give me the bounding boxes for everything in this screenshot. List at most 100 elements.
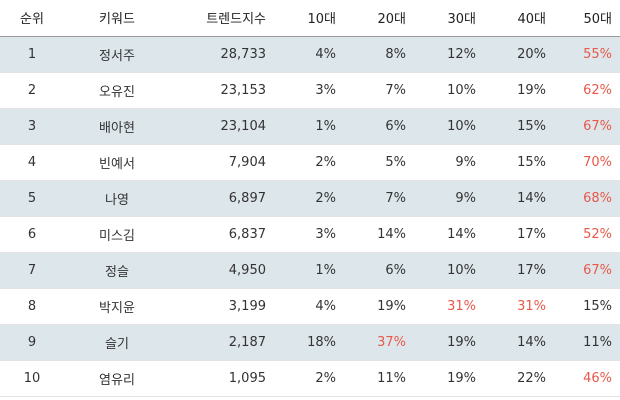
table-row: 3 배아현 23,104 1% 6% 10% 15% 67% (0, 108, 620, 145)
age-50-cell: 67% (554, 108, 620, 145)
age-50-cell: 68% (554, 180, 620, 217)
age-30-cell: 9% (414, 180, 484, 217)
age-20-cell: 8% (344, 36, 414, 73)
age-30-cell: 10% (414, 72, 484, 109)
table-row: 7 정슬 4,950 1% 6% 10% 17% 67% (0, 252, 620, 289)
age-10-cell: 1% (274, 252, 344, 289)
trend-index-cell: 2,187 (170, 324, 274, 361)
age-20-cell: 7% (344, 72, 414, 109)
keyword-cell: 염유리 (64, 360, 170, 397)
table-row: 6 미스김 6,837 3% 14% 14% 17% 52% (0, 216, 620, 253)
age-50-cell: 46% (554, 360, 620, 397)
trend-index-cell: 28,733 (170, 36, 274, 73)
age-30-cell: 10% (414, 252, 484, 289)
age-20-cell: 37% (344, 324, 414, 361)
table-row: 10 염유리 1,095 2% 11% 19% 22% 46% (0, 360, 620, 397)
trend-index-cell: 4,950 (170, 252, 274, 289)
age-30-cell: 19% (414, 360, 484, 397)
age-20-cell: 6% (344, 252, 414, 289)
age-10-cell: 3% (274, 216, 344, 253)
keyword-cell: 배아현 (64, 108, 170, 145)
trend-index-cell: 3,199 (170, 288, 274, 325)
age-30-cell: 14% (414, 216, 484, 253)
header-age-30: 30대 (414, 0, 484, 37)
table-row: 8 박지윤 3,199 4% 19% 31% 31% 15% (0, 288, 620, 325)
age-50-cell: 67% (554, 252, 620, 289)
age-10-cell: 2% (274, 144, 344, 181)
table-row: 4 빈예서 7,904 2% 5% 9% 15% 70% (0, 144, 620, 181)
age-10-cell: 1% (274, 108, 344, 145)
header-age-10: 10대 (274, 0, 344, 37)
age-40-cell: 19% (484, 72, 554, 109)
table-row: 1 정서주 28,733 4% 8% 12% 20% 55% (0, 36, 620, 73)
keyword-cell: 정슬 (64, 252, 170, 289)
age-40-cell: 31% (484, 288, 554, 325)
rank-cell: 7 (0, 252, 64, 289)
header-age-50: 50대 (554, 0, 620, 37)
keyword-cell: 나영 (64, 180, 170, 217)
age-40-cell: 17% (484, 216, 554, 253)
table-row: 9 슬기 2,187 18% 37% 19% 14% 11% (0, 324, 620, 361)
rank-cell: 4 (0, 144, 64, 181)
age-20-cell: 5% (344, 144, 414, 181)
table-row: 5 나영 6,897 2% 7% 9% 14% 68% (0, 180, 620, 217)
rank-cell: 5 (0, 180, 64, 217)
header-keyword: 키워드 (64, 0, 170, 37)
age-20-cell: 19% (344, 288, 414, 325)
age-10-cell: 2% (274, 180, 344, 217)
age-20-cell: 14% (344, 216, 414, 253)
age-30-cell: 19% (414, 324, 484, 361)
table-row: 2 오유진 23,153 3% 7% 10% 19% 62% (0, 72, 620, 109)
age-20-cell: 11% (344, 360, 414, 397)
age-30-cell: 9% (414, 144, 484, 181)
age-40-cell: 22% (484, 360, 554, 397)
header-age-20: 20대 (344, 0, 414, 37)
rank-cell: 6 (0, 216, 64, 253)
header-rank: 순위 (0, 0, 64, 37)
age-30-cell: 31% (414, 288, 484, 325)
rank-cell: 8 (0, 288, 64, 325)
age-40-cell: 14% (484, 180, 554, 217)
age-50-cell: 55% (554, 36, 620, 73)
keyword-cell: 빈예서 (64, 144, 170, 181)
rank-cell: 2 (0, 72, 64, 109)
keyword-cell: 슬기 (64, 324, 170, 361)
age-30-cell: 12% (414, 36, 484, 73)
rank-cell: 10 (0, 360, 64, 397)
header-trend-index: 트렌드지수 (170, 0, 274, 37)
age-50-cell: 70% (554, 144, 620, 181)
age-10-cell: 18% (274, 324, 344, 361)
trend-index-cell: 6,837 (170, 216, 274, 253)
keyword-cell: 미스김 (64, 216, 170, 253)
age-10-cell: 4% (274, 36, 344, 73)
age-40-cell: 17% (484, 252, 554, 289)
age-10-cell: 2% (274, 360, 344, 397)
age-30-cell: 10% (414, 108, 484, 145)
trend-index-cell: 1,095 (170, 360, 274, 397)
trend-index-cell: 23,153 (170, 72, 274, 109)
keyword-cell: 오유진 (64, 72, 170, 109)
trend-index-cell: 23,104 (170, 108, 274, 145)
rank-cell: 9 (0, 324, 64, 361)
age-10-cell: 3% (274, 72, 344, 109)
header-row: 순위 키워드 트렌드지수 10대 20대 30대 40대 50대 (0, 0, 620, 37)
trend-index-cell: 6,897 (170, 180, 274, 217)
age-20-cell: 6% (344, 108, 414, 145)
age-50-cell: 52% (554, 216, 620, 253)
age-10-cell: 4% (274, 288, 344, 325)
header-age-40: 40대 (484, 0, 554, 37)
age-40-cell: 20% (484, 36, 554, 73)
age-40-cell: 15% (484, 108, 554, 145)
keyword-cell: 박지윤 (64, 288, 170, 325)
keyword-cell: 정서주 (64, 36, 170, 73)
rank-cell: 3 (0, 108, 64, 145)
age-50-cell: 15% (554, 288, 620, 325)
age-40-cell: 14% (484, 324, 554, 361)
age-50-cell: 11% (554, 324, 620, 361)
age-20-cell: 7% (344, 180, 414, 217)
age-50-cell: 62% (554, 72, 620, 109)
trend-index-cell: 7,904 (170, 144, 274, 181)
age-40-cell: 15% (484, 144, 554, 181)
rank-cell: 1 (0, 36, 64, 73)
